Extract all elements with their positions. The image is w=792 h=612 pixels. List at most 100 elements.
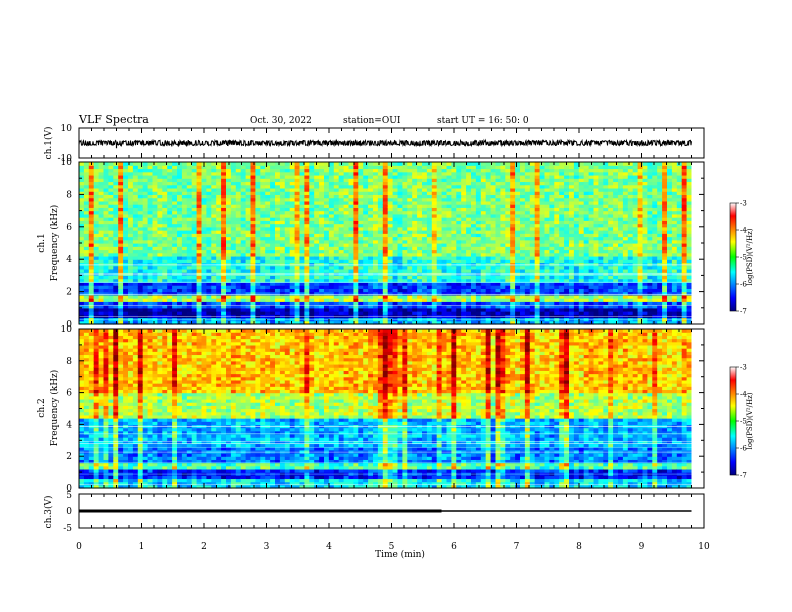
spectrogram-cell: [466, 194, 472, 199]
spectrogram-cell: [142, 165, 149, 170]
spectrogram-cell: [466, 294, 472, 299]
spectrogram-cell: [260, 174, 266, 179]
spectrogram-cell: [240, 249, 247, 254]
spectrogram-cell: [422, 181, 428, 186]
spectrogram-cell: [520, 233, 526, 238]
spectrogram-cell: [137, 223, 144, 228]
spectrogram-cell: [284, 259, 291, 264]
spectrogram-cell: [128, 213, 134, 218]
spectrogram-cell: [157, 288, 163, 293]
spectrogram-cell: [98, 194, 105, 199]
spectrogram-cell: [186, 181, 193, 186]
spectrogram-cell: [265, 307, 271, 312]
spectrogram-cell: [98, 187, 105, 192]
spectrogram-cell: [270, 278, 276, 283]
spectrogram-cell: [186, 298, 193, 302]
spectrogram-cell: [373, 230, 379, 234]
spectrogram-cell: [520, 239, 526, 244]
spectrogram-cell: [255, 162, 261, 166]
spectrogram-cell: [118, 187, 124, 192]
spectrogram-cell: [132, 184, 139, 189]
spectrogram-cell: [230, 252, 237, 257]
spectrogram-cell: [142, 301, 149, 306]
spectrogram-cell: [128, 207, 134, 212]
spectrogram-cell: [422, 184, 428, 189]
spectrogram-cell: [431, 288, 438, 293]
spectrogram-cell: [83, 281, 90, 286]
spectrogram-cell: [167, 268, 173, 273]
spectrogram-cell: [113, 301, 119, 306]
spectrogram-cell: [328, 187, 335, 192]
spectrogram-cell: [343, 304, 350, 309]
spectrogram-cell: [172, 181, 178, 186]
spectrogram-cell: [495, 294, 501, 299]
spectrogram-cell: [490, 311, 497, 315]
spectrogram-cell: [79, 191, 85, 195]
spectrogram-cell: [270, 230, 276, 234]
spectrogram-cell: [201, 230, 207, 234]
spectrogram-cell: [480, 291, 487, 296]
spectrogram-cell: [397, 200, 403, 205]
spectrogram-cell: [98, 294, 105, 299]
spectrogram-cell: [142, 243, 149, 247]
spectrogram-cell: [466, 311, 472, 315]
spectrogram-cell: [319, 223, 325, 228]
spectrogram-cell: [186, 174, 193, 179]
spectrogram-cell: [324, 223, 330, 228]
spectrogram-cell: [407, 298, 413, 302]
spectrogram-cell: [152, 320, 158, 325]
spectrogram-cell: [113, 226, 119, 231]
spectrogram-cell: [338, 204, 345, 208]
spectrogram-cell: [417, 233, 423, 238]
spectrogram-cell: [79, 281, 85, 286]
spectrogram-cell: [162, 236, 168, 241]
spectrogram-cell: [279, 217, 286, 221]
spectrogram-cell: [137, 275, 144, 280]
spectrogram-cell: [382, 311, 389, 315]
spectrogram-cell: [108, 168, 114, 173]
spectrogram-cell: [157, 320, 163, 325]
spectrogram-cell: [230, 255, 237, 260]
spectrogram-cell: [471, 213, 477, 218]
spectrogram-cell: [319, 197, 325, 202]
spectrogram-cell: [407, 291, 413, 296]
spectrogram-cell: [426, 184, 433, 189]
spectrogram-cell: [436, 194, 443, 199]
spectrogram-cell: [392, 255, 399, 260]
spectrogram-cell: [250, 285, 256, 289]
spectrogram-cell: [520, 265, 526, 270]
spectrogram-cell: [338, 178, 345, 183]
spectrogram-cell: [235, 194, 242, 199]
spectrogram-cell: [309, 204, 315, 208]
spectrogram-cell: [466, 220, 472, 225]
spectrogram-cell: [79, 197, 85, 202]
spectrogram-cell: [309, 165, 315, 170]
spectrogram-cell: [147, 291, 154, 296]
spectrogram-cell: [353, 168, 359, 173]
spectrogram-cell: [177, 291, 183, 296]
spectrogram-cell: [88, 301, 95, 306]
spectrogram-cell: [495, 187, 501, 192]
spectrogram-cell: [515, 275, 521, 280]
spectrogram-cell: [128, 168, 134, 173]
spectrogram-cell: [299, 233, 305, 238]
spectrogram-cell: [461, 275, 467, 280]
spectrogram-cell: [490, 255, 497, 260]
spectrogram-cell: [397, 278, 403, 283]
spectrogram-cell: [221, 233, 227, 238]
spectrogram-cell: [363, 191, 369, 195]
spectrogram-cell: [417, 197, 423, 202]
spectrogram-cell: [314, 249, 320, 254]
spectrogram-cell: [338, 294, 345, 299]
spectrogram-cell: [123, 213, 129, 218]
spectrogram-cell: [412, 268, 418, 273]
spectrogram-cell: [475, 255, 482, 260]
spectrogram-cell: [167, 281, 173, 286]
spectrogram-cell: [103, 223, 109, 228]
spectrogram-cell: [358, 243, 364, 247]
spectrogram-cell: [471, 239, 477, 244]
spectrogram-cell: [201, 233, 207, 238]
spectrogram-cell: [456, 239, 462, 244]
spectrogram-cell: [441, 298, 448, 302]
